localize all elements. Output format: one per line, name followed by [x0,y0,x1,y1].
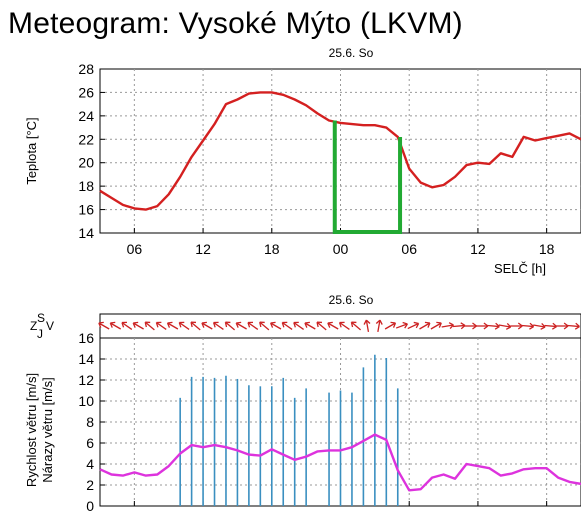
temperature-x-ticks: 06 12 18 00 06 12 18 [127,228,555,257]
direction-label-j: J [37,327,43,341]
wind-direction-arrow [510,322,523,330]
wind-direction-arrow [155,321,167,330]
temperature-y-tick-label: 16 [78,202,94,218]
temperature-y-tick-label: 18 [78,178,94,194]
wind-direction-arrow [144,321,155,331]
wind-direction-arrow [407,321,420,330]
wind-y-tick-label: 10 [78,393,94,409]
temperature-x-tick-label: 06 [127,241,143,257]
wind-direction-arrow [109,321,122,330]
wind-direction-arrow [521,322,535,330]
wind-y-tick-label: 2 [86,477,94,493]
temperature-grid [100,69,581,233]
page-title: Meteogram: Vysoké Mýto (LKVM) [8,7,463,40]
temperature-y-tick-label: 14 [78,225,94,241]
wind-direction-arrow [419,321,431,330]
wind-direction-arrow [190,321,201,331]
wind-direction-arrow [235,321,247,330]
temperature-x-tick-label: 12 [470,241,486,257]
wind-direction-arrow [430,321,442,330]
temperature-x-tick-label: 18 [264,241,280,257]
wind-direction-arrow [464,322,477,330]
wind-y-tick-label: 0 [86,498,94,514]
highlight-rectangle [332,120,403,234]
wind-direction-arrow [327,321,339,330]
wind-date-label: 25.6. So [329,293,374,307]
wind-direction-arrow [475,322,489,330]
wind-direction-arrow [375,319,383,333]
wind-direction-arrow [121,321,133,330]
wind-y-tick-label: 8 [86,414,94,430]
wind-gust-y-axis-label: Nárazy větru [m/s] [40,377,55,482]
temperature-y-tick-label: 24 [78,108,94,124]
wind-direction-arrow [166,321,179,330]
wind-speed-series-line [99,433,581,492]
temperature-series-line [99,91,581,211]
wind-y-tick-label: 12 [78,372,94,388]
wind-direction-arrow [259,321,270,331]
temperature-chart: 25.6. So 14 16 18 20 22 24 26 28 06 12 18 00 06 12 18… [24,46,581,276]
wind-direction-arrow [201,321,213,330]
temperature-date-label: 25.6. So [329,46,374,60]
wind-speed-y-axis-label: Rychlost větru [m/s] [24,373,39,487]
temperature-y-tick-label: 22 [78,131,94,147]
wind-direction-arrow [395,321,408,329]
wind-direction-arrow [363,319,371,333]
wind-direction-arrow [316,321,327,331]
wind-direction-arrow [498,322,512,330]
wind-direction-arrow [487,322,500,330]
temperature-x-tick-label: 06 [401,241,417,257]
wind-direction-arrow [441,322,454,330]
wind-direction-arrow [281,321,293,330]
temperature-x-axis-label: SELČ [h] [494,261,546,276]
wind-y-tick-label: 4 [86,456,94,472]
wind-direction-arrow [98,321,110,330]
wind-direction-arrow [544,322,558,330]
wind-direction-arrow [533,322,546,330]
wind-direction-arrow [270,321,282,330]
wind-direction-arrow [384,321,397,330]
wind-chart: 25.6. So Z J S V 0 2 4 6 8 10 12 14 16 Rychlost … [24,293,581,514]
wind-direction-arrow [452,322,466,330]
wind-y-tick-label: 16 [78,330,94,346]
wind-y-tick-label: 6 [86,435,94,451]
wind-direction-arrow [350,321,362,331]
temperature-y-tick-label: 26 [78,84,94,100]
wind-direction-arrow [224,321,236,331]
wind-direction-arrow [304,321,316,330]
wind-direction-arrow [556,322,569,330]
wind-direction-arrow [247,321,259,330]
temperature-y-axis-label: Teplota [°C] [24,117,39,184]
wind-y-tick-label: 14 [78,351,94,367]
wind-y-ticks: 0 2 4 6 8 10 12 14 16 [78,330,105,514]
wind-direction-arrow [567,322,580,330]
direction-label-z: Z [30,319,37,333]
direction-label-v: V [46,319,54,333]
wind-gust-bars [179,354,399,506]
direction-label-s: S [37,311,45,325]
wind-direction-arrows [98,319,580,333]
wind-direction-compass-labels: Z J S V [30,311,54,341]
temperature-y-ticks: 14 16 18 20 22 24 26 28 [78,61,105,241]
temperature-x-tick-label: 12 [195,241,211,257]
temperature-y-tick-label: 20 [78,155,94,171]
wind-direction-arrow [212,321,224,330]
wind-direction-arrow [338,321,350,330]
temperature-x-tick-label: 18 [539,241,555,257]
wind-direction-arrow [132,321,144,330]
wind-direction-arrow [293,321,304,330]
temperature-y-tick-label: 28 [78,61,94,77]
temperature-x-tick-label: 00 [333,241,349,257]
wind-direction-arrow [178,321,190,330]
